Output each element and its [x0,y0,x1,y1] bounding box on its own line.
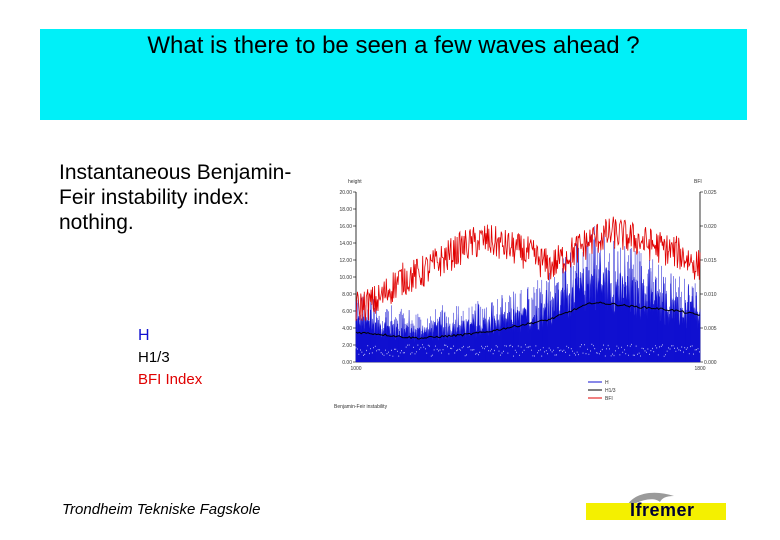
series-bfi-line [355,216,701,321]
left-tick-label: 2.00 [342,343,352,349]
title-bar: What is there to be seen a few waves ahe… [40,29,747,120]
right-tick-label: 0.025 [704,190,717,196]
right-tick-label: 0.015 [704,258,717,264]
right-tick-label: 0.010 [704,292,717,298]
series-h13-line [355,301,701,340]
series-h-gaps [355,343,700,357]
left-tick-label: 8.00 [342,292,352,298]
left-tick-label: 12.00 [339,258,352,264]
left-tick-label: 4.00 [342,326,352,332]
footer-text: Trondheim Tekniske Fagskole [62,501,261,518]
logo-text: Ifremer [630,500,695,520]
logo-yellow-bar [586,503,726,520]
left-axis-label: height [348,179,362,185]
left-tick-label: 6.00 [342,309,352,315]
ifremer-logo: Ifremer [586,490,726,520]
small-legend-label: H [605,380,609,386]
x-tick-label-end: 1800 [694,366,705,372]
x-tick-label-start: 1000 [350,366,361,372]
slide-title: What is there to be seen a few waves ahe… [147,32,640,59]
left-tick-label: 18.00 [339,207,352,213]
body-text: Instantaneous Benjamin-Feir instability … [59,161,292,234]
small-legend-label: H1/3 [605,388,616,394]
legend-h-label: H [138,327,150,344]
right-axis-label: BFI [694,179,702,185]
legend-bfi-label: BFI Index [138,371,203,388]
legend-h13-label: H1/3 [138,349,170,366]
left-tick-label: 14.00 [339,241,352,247]
small-legend-label: BFI [605,396,613,402]
left-tick-label: 10.00 [339,275,352,281]
right-tick-label: 0.000 [704,360,717,366]
right-tick-label: 0.020 [704,224,717,230]
left-tick-label: 0.00 [342,360,352,366]
left-tick-label: 16.00 [339,224,352,230]
dolphin-icon [628,492,674,504]
left-tick-label: 20.00 [339,190,352,196]
bfi-chart: 20.00 18.00 16.00 14.00 12.00 10.00 8.00 6.00 4.… [334,179,717,410]
chart-caption: Benjamin-Feir instability [334,404,388,410]
right-tick-label: 0.005 [704,326,717,332]
